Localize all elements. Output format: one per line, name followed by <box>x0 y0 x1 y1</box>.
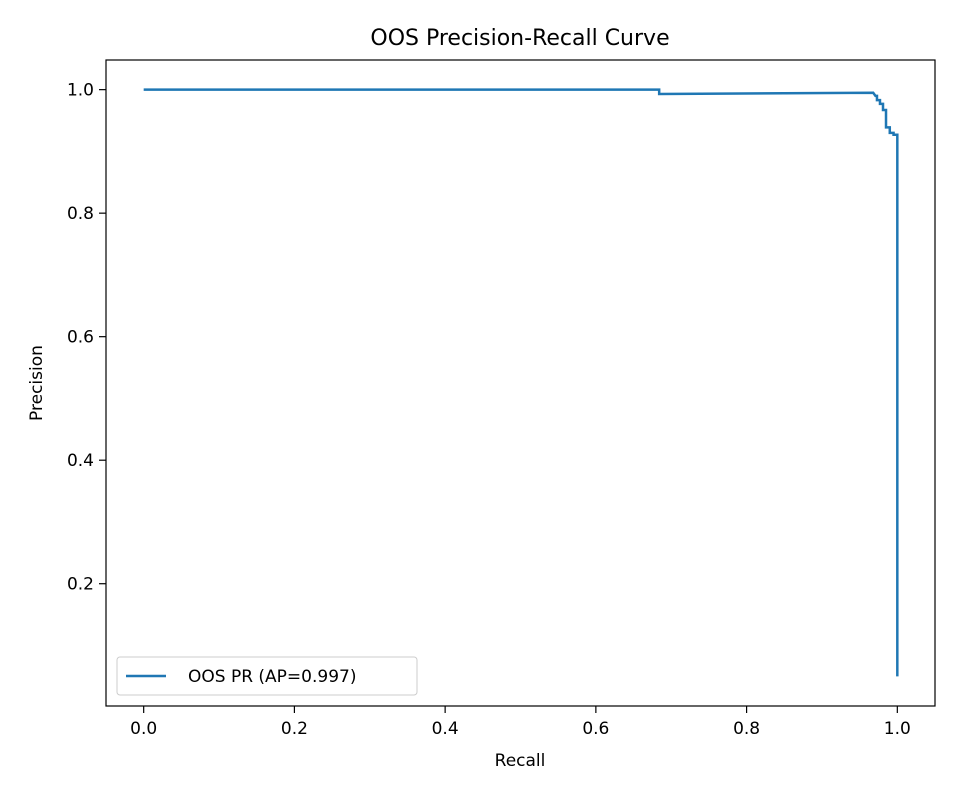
legend: OOS PR (AP=0.997) <box>116 656 418 696</box>
series-line <box>143 88 899 677</box>
legend-label: OOS PR (AP=0.997) <box>188 667 356 687</box>
x-tick-label: 0.2 <box>281 719 308 739</box>
x-tick-label: 0.0 <box>130 719 157 739</box>
y-axis-label: Precision <box>27 345 47 421</box>
x-axis: 0.0 0.2 0.4 0.6 0.8 1.0 <box>130 706 911 739</box>
y-axis: 0.2 0.4 0.6 0.8 1.0 <box>67 81 106 595</box>
y-tick-label: 0.2 <box>67 575 94 595</box>
y-tick-label: 0.8 <box>67 204 94 224</box>
x-tick-label: 0.4 <box>432 719 459 739</box>
plot-frame <box>105 59 936 707</box>
legend-box <box>116 656 418 696</box>
y-tick-label: 0.4 <box>67 451 94 471</box>
y-tick-label: 0.6 <box>67 328 94 348</box>
chart-title: OOS Precision-Recall Curve <box>370 26 669 51</box>
x-tick-label: 0.6 <box>582 719 609 739</box>
y-tick-label: 1.0 <box>67 81 94 101</box>
plot-area: 0.0 0.2 0.4 0.6 0.8 1.0 0.2 0.4 0.6 0.8 1.0 <box>67 59 936 739</box>
x-axis-label: Recall <box>495 751 546 771</box>
series-layer <box>143 88 899 677</box>
x-tick-label: 1.0 <box>884 719 911 739</box>
x-tick-label: 0.8 <box>733 719 760 739</box>
